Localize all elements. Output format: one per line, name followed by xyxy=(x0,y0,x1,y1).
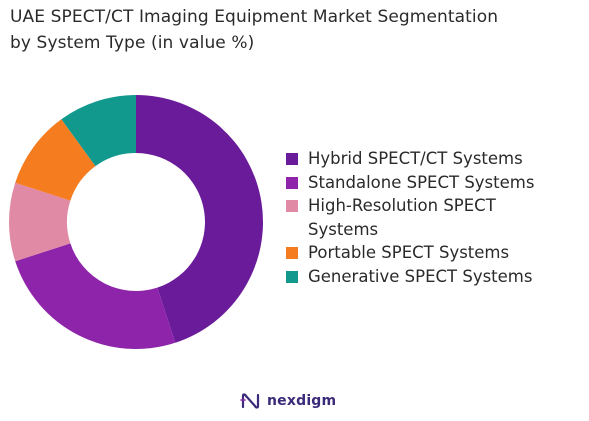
legend-swatch xyxy=(286,153,298,165)
legend-swatch xyxy=(286,176,298,189)
legend-label: High-Resolution SPECT Systems xyxy=(308,196,496,239)
legend-swatch xyxy=(286,200,298,212)
legend-item-standalone[interactable]: Standalone SPECT Systems xyxy=(286,171,586,195)
chart-title-line-2: by System Type (in value %) xyxy=(10,33,255,53)
donut-slice-portable-spect-systems[interactable] xyxy=(15,119,96,201)
legend-item-portable[interactable]: Portable SPECT Systems xyxy=(286,241,586,265)
brand-logo: nexdigm xyxy=(240,389,336,413)
chart-title-line-1: UAE SPECT/CT Imaging Equipment Market Se… xyxy=(10,7,499,27)
legend-item-hybrid[interactable]: Hybrid SPECT/CT Systems xyxy=(286,147,586,171)
donut-slice-standalone-spect-systems[interactable] xyxy=(15,243,176,350)
legend-swatch xyxy=(286,247,298,259)
donut-slice-generative-spect-systems[interactable] xyxy=(61,95,136,167)
legend-label: Standalone SPECT Systems xyxy=(308,172,535,192)
legend-label: Portable SPECT Systems xyxy=(308,243,510,262)
brand-name: nexdigm xyxy=(267,393,337,409)
legend-label: Hybrid SPECT/CT Systems xyxy=(308,149,523,168)
chart-title: UAE SPECT/CT Imaging Equipment Market Se… xyxy=(10,4,570,56)
chart-legend: Hybrid SPECT/CT Systems Standalone SPECT… xyxy=(286,147,586,288)
legend-swatch xyxy=(286,270,298,283)
donut-slice-hybrid-spect-ct-systems[interactable] xyxy=(136,95,264,343)
donut-slice-high-resolution-spect-systems[interactable] xyxy=(8,182,71,262)
legend-item-high-resolution[interactable]: High-Resolution SPECT Systems xyxy=(286,194,586,241)
legend-label: Generative SPECT Systems xyxy=(308,266,533,286)
nexdigm-logo-icon xyxy=(240,393,260,409)
legend-item-generative[interactable]: Generative SPECT Systems xyxy=(286,265,586,289)
